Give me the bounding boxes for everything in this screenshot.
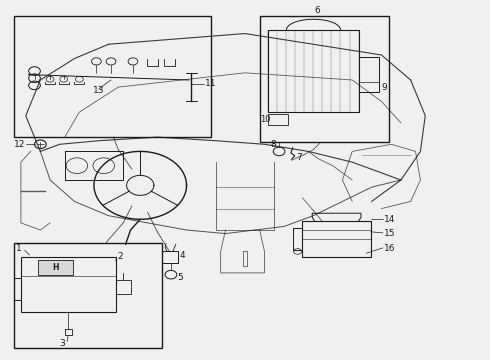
Text: 10: 10 [260, 116, 270, 125]
Bar [269, 30, 359, 112]
Text: 11: 11 [205, 79, 217, 88]
Text: 16: 16 [384, 244, 395, 253]
Text: 7: 7 [296, 153, 302, 162]
Bar [38, 260, 73, 275]
Bar [21, 257, 116, 312]
Text: 15: 15 [384, 229, 395, 238]
Bar [359, 57, 379, 93]
Bar [14, 16, 211, 137]
Text: 13: 13 [93, 86, 104, 95]
Text: 3: 3 [59, 339, 65, 348]
Bar [302, 221, 371, 257]
Text: 2: 2 [117, 252, 123, 261]
Bar [269, 114, 288, 125]
Bar [14, 243, 162, 348]
Text: 1: 1 [16, 244, 22, 253]
Text: 14: 14 [384, 215, 395, 224]
Text: 6: 6 [314, 6, 320, 15]
Text: 9: 9 [381, 83, 387, 92]
Text: 8: 8 [270, 140, 276, 149]
Text: 5: 5 [178, 273, 184, 282]
Text: 12: 12 [14, 140, 25, 149]
Text: H: H [52, 262, 59, 271]
Bar [65, 152, 123, 180]
Text: 4: 4 [179, 251, 185, 260]
Bar [260, 16, 389, 143]
